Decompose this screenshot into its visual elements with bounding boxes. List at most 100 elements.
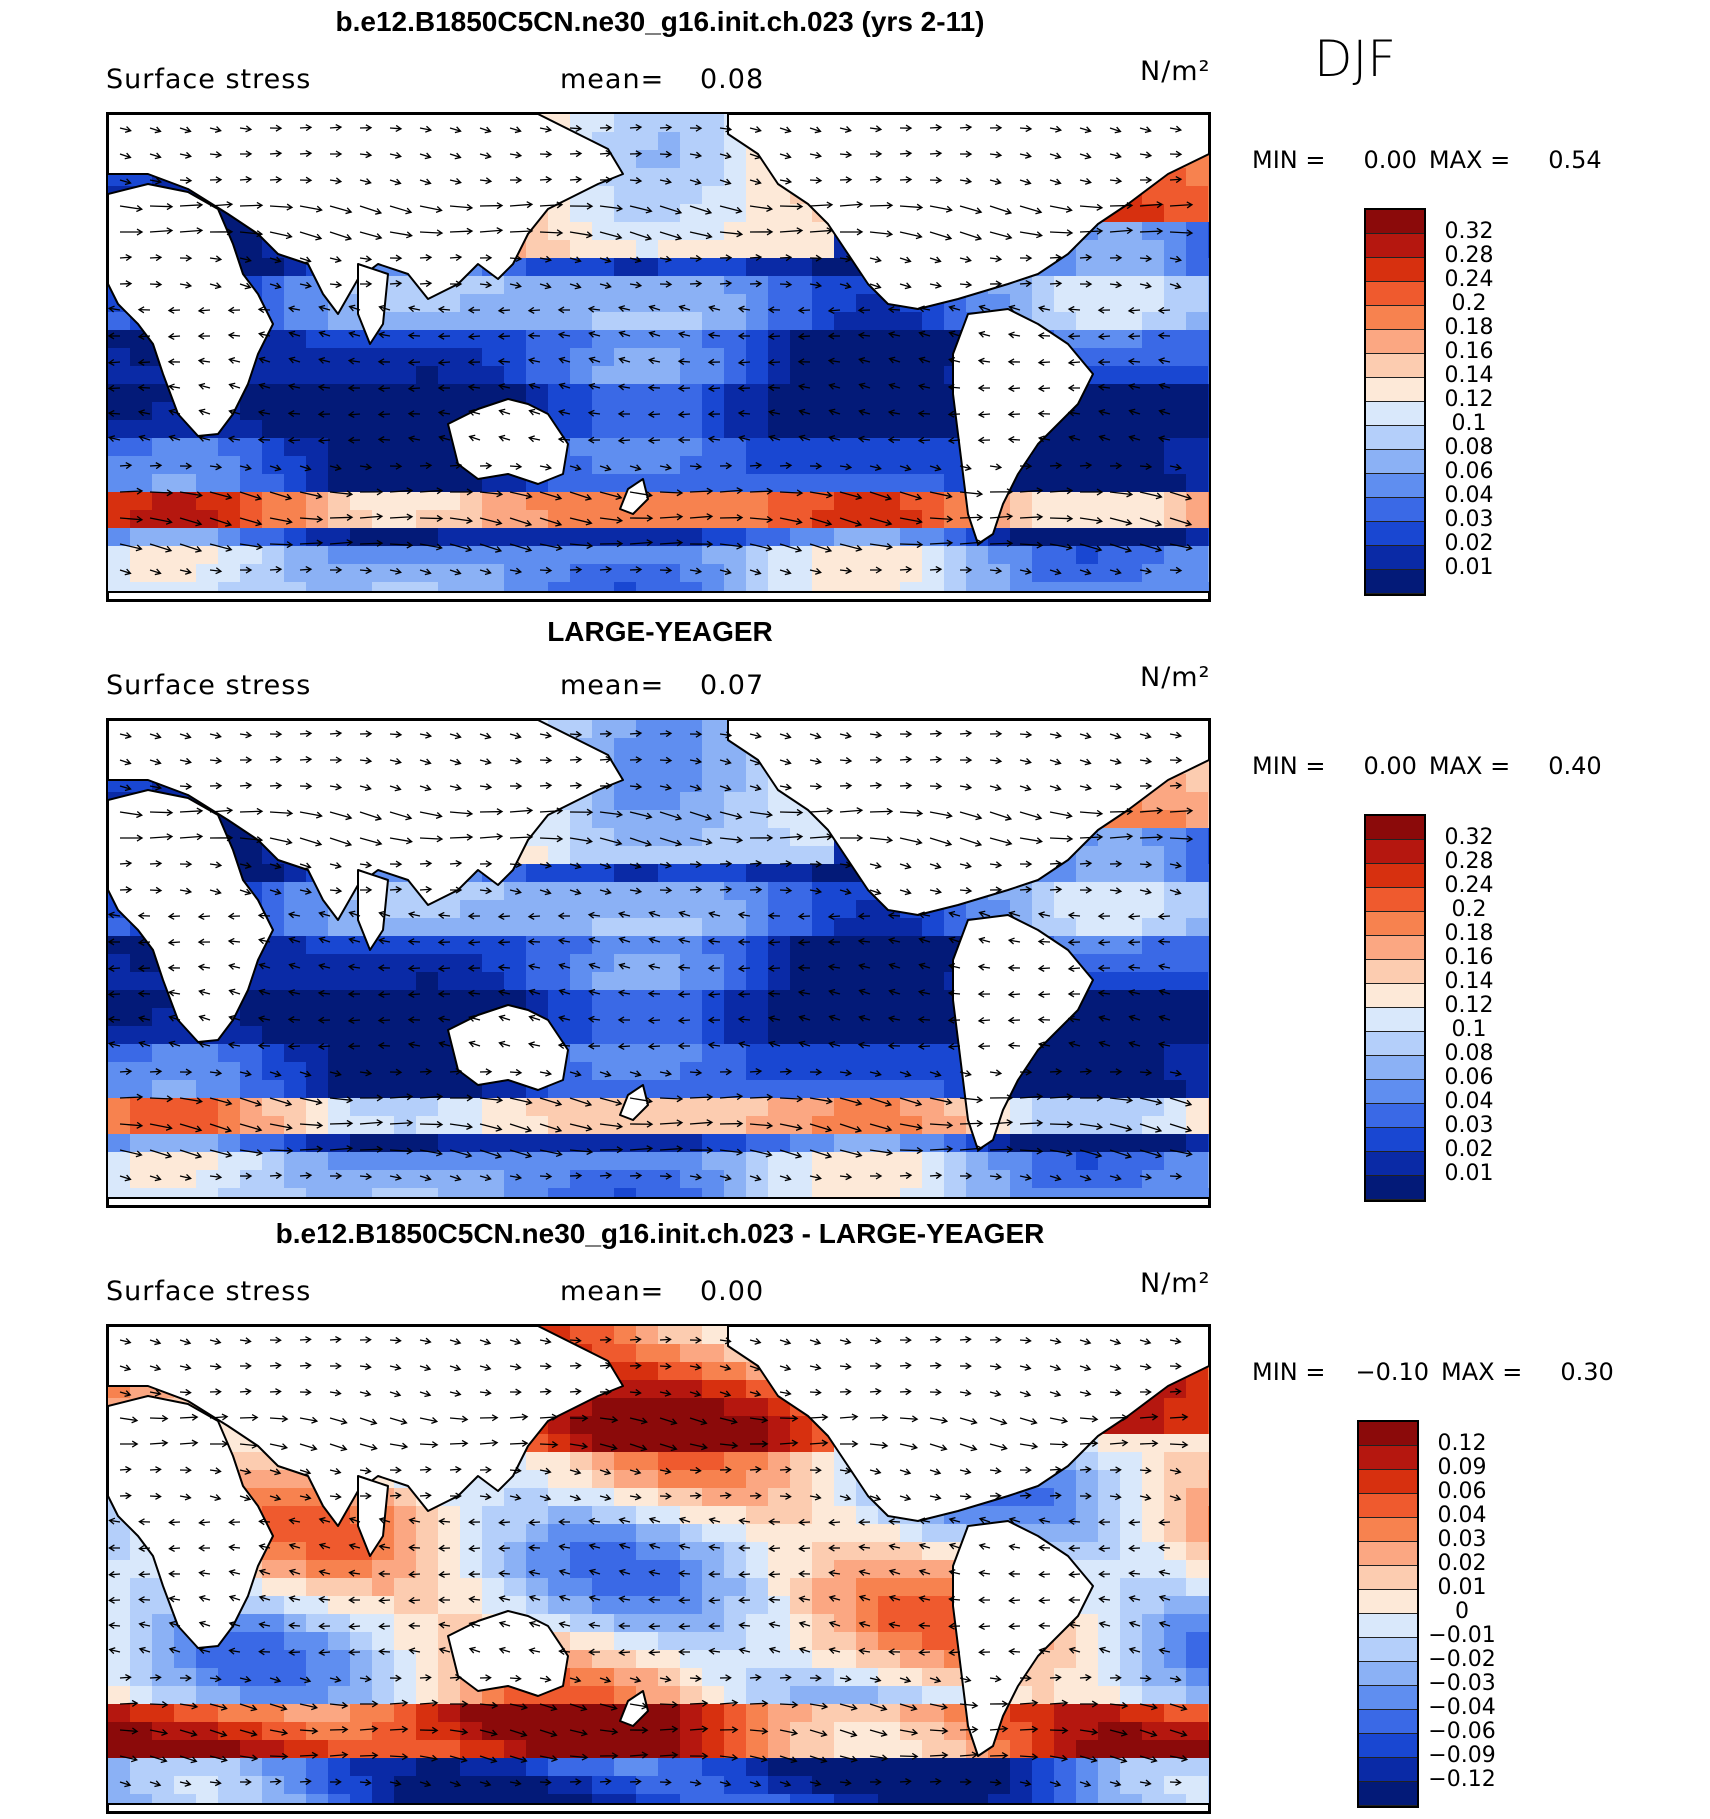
colorbar-swatch (1359, 1734, 1417, 1758)
colorbar-swatch (1366, 378, 1424, 402)
units-label: N/m² (1140, 662, 1211, 693)
max-label: MAX = (1428, 146, 1511, 174)
colorbar-tick-label: −0.01 (1428, 1623, 1496, 1648)
colorbar-swatch (1366, 330, 1424, 354)
colorbar-tick-label: 0.03 (1444, 507, 1494, 532)
colorbar-tick-label: 0.18 (1444, 921, 1494, 946)
colorbar-tick-label: 0 (1455, 1599, 1469, 1624)
min-label: MIN = (1252, 752, 1326, 780)
colorbar-tick-label: 0.28 (1444, 243, 1494, 268)
max-label: MAX = (1428, 752, 1511, 780)
colorbar-swatch (1366, 1008, 1424, 1032)
min-max-readout: MIN = 0.00 MAX = 0.40 (1252, 752, 1602, 780)
colorbar-tick-label: 0.2 (1451, 897, 1487, 922)
colorbar-swatch (1366, 306, 1424, 330)
colorbar-tick-label: 0.16 (1444, 339, 1494, 364)
panel-title: b.e12.B1850C5CN.ne30_g16.init.ch.023 (yr… (335, 6, 985, 37)
colorbar-tick-label: 0.04 (1444, 483, 1494, 508)
units-label: N/m² (1140, 56, 1211, 87)
colorbar-tick-label: 0.06 (1437, 1479, 1487, 1504)
colorbar (1357, 1420, 1419, 1808)
colorbar-tick-label: 0.1 (1451, 411, 1487, 436)
panel-model: b.e12.B1850C5CN.ne30_g16.init.ch.023 (yr… (0, 0, 1710, 602)
stress-vectors (108, 729, 1194, 1182)
colorbar-swatch (1359, 1590, 1417, 1614)
min-value: −0.10 (1355, 1358, 1430, 1386)
colorbar-tick-label: 0.09 (1437, 1455, 1487, 1480)
colorbar (1364, 814, 1426, 1202)
stress-vectors (108, 1335, 1189, 1788)
coastlines (108, 720, 1209, 1206)
colorbar-swatch (1366, 546, 1424, 570)
map-field (108, 720, 1209, 1206)
panel-observations: LARGE-YEAGER Surface stress mean= 0.07 N… (0, 606, 1710, 1208)
variable-label: Surface stress (106, 1276, 312, 1307)
colorbar-swatch (1366, 1128, 1424, 1152)
colorbar-tick-label: 0.01 (1444, 1161, 1494, 1186)
coastlines (108, 1326, 1209, 1812)
colorbar-tick-label: 0.32 (1444, 219, 1494, 244)
colorbar-swatch (1366, 234, 1424, 258)
variable-label: Surface stress (106, 670, 312, 701)
map-plot (106, 1324, 1211, 1814)
colorbar-tick-label: −0.09 (1428, 1743, 1496, 1768)
panel-difference: b.e12.B1850C5CN.ne30_g16.init.ch.023 - L… (0, 1212, 1710, 1814)
colorbar-swatch (1366, 354, 1424, 378)
max-value: 0.40 (1548, 752, 1602, 780)
colorbar-swatch (1359, 1782, 1417, 1806)
colorbar-swatch (1359, 1710, 1417, 1734)
colorbar-labels: 0.32 0.28 0.24 0.2 0.18 0.16 0.14 0.12 0.1 0.08 0.… (1429, 814, 1509, 1202)
colorbar-tick-label: 0.28 (1444, 849, 1494, 874)
colorbar-swatch (1366, 450, 1424, 474)
colorbar-tick-label: 0.03 (1444, 1113, 1494, 1138)
colorbar-tick-label: 0.1 (1451, 1017, 1487, 1042)
panel-title: LARGE-YEAGER (547, 616, 773, 647)
colorbar-swatch (1366, 570, 1424, 594)
colorbar-swatch (1359, 1470, 1417, 1494)
colorbar-swatch (1366, 474, 1424, 498)
colorbar-swatch (1366, 1032, 1424, 1056)
colorbar-tick-label: −0.03 (1428, 1671, 1496, 1696)
colorbar-swatch (1359, 1686, 1417, 1710)
variable-label: Surface stress (106, 64, 312, 95)
mean-value: 0.00 (700, 1276, 765, 1307)
colorbar-tick-label: 0.03 (1437, 1527, 1487, 1552)
map-field (108, 114, 1209, 600)
colorbar-swatch (1366, 426, 1424, 450)
colorbar-tick-label: 0.12 (1444, 993, 1494, 1018)
colorbar-swatch (1359, 1494, 1417, 1518)
colorbar-labels: 0.12 0.09 0.06 0.04 0.03 0.02 0.01 0 −0.01 −0.02−… (1422, 1420, 1512, 1808)
colorbar-swatch (1366, 960, 1424, 984)
colorbar-tick-label: 0.01 (1444, 555, 1494, 580)
colorbar-swatch (1366, 1176, 1424, 1200)
colorbar-swatch (1366, 864, 1424, 888)
colorbar-tick-label: −0.02 (1428, 1647, 1496, 1672)
colorbar-tick-label: 0.04 (1437, 1503, 1487, 1528)
colorbar-tick-label: 0.04 (1444, 1089, 1494, 1114)
colorbar-swatch (1366, 1152, 1424, 1176)
colorbar-tick-label: −0.12 (1428, 1767, 1496, 1792)
units-label: N/m² (1140, 1268, 1211, 1299)
colorbar-swatch (1366, 498, 1424, 522)
colorbar-tick-label: 0.08 (1444, 435, 1494, 460)
min-max-readout: MIN = 0.00 MAX = 0.54 (1252, 146, 1602, 174)
colorbar-tick-label: 0.18 (1444, 315, 1494, 340)
colorbar-swatch (1359, 1566, 1417, 1590)
mean-label: mean= (560, 670, 665, 701)
colorbar (1364, 208, 1426, 596)
colorbar-tick-label: 0.32 (1444, 825, 1494, 850)
colorbar-swatch (1366, 522, 1424, 546)
colorbar-swatch (1359, 1542, 1417, 1566)
colorbar-swatch (1359, 1446, 1417, 1470)
colorbar-swatch (1366, 816, 1424, 840)
colorbar-swatch (1359, 1422, 1417, 1446)
min-label: MIN = (1252, 1358, 1326, 1386)
colorbar-swatch (1366, 1080, 1424, 1104)
colorbar-swatch (1366, 984, 1424, 1008)
mean-label: mean= (560, 64, 665, 95)
panel-title: b.e12.B1850C5CN.ne30_g16.init.ch.023 - L… (275, 1218, 1045, 1249)
min-value: 0.00 (1363, 752, 1417, 780)
colorbar-tick-label: 0.02 (1444, 531, 1494, 556)
colorbar-tick-label: −0.06 (1428, 1719, 1496, 1744)
colorbar-swatch (1366, 1104, 1424, 1128)
